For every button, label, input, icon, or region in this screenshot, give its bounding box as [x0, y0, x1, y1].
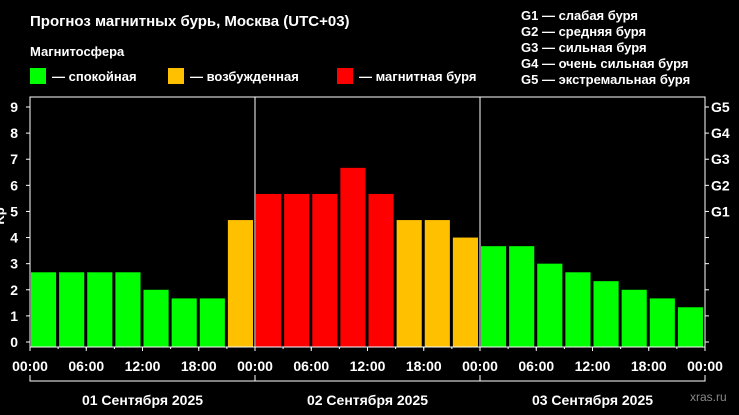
g-tick-label: G1	[711, 203, 730, 219]
x-tick-label: 18:00	[181, 358, 217, 374]
legend-item-calm: — спокойная	[30, 68, 137, 84]
g-legend-g1: G1 — слабая буря	[521, 8, 638, 23]
bar	[424, 220, 450, 347]
bar	[621, 289, 647, 347]
legend-item-storm: — магнитная буря	[337, 68, 476, 84]
bar	[565, 272, 591, 347]
y-tick-label: 7	[10, 151, 18, 167]
bar	[227, 220, 253, 347]
bar	[396, 220, 422, 347]
y-tick-label: 5	[10, 203, 18, 219]
legend-item-excited: — возбужденная	[168, 68, 299, 84]
g-legend-g4: G4 — очень сильная буря	[521, 56, 688, 71]
bar	[649, 298, 675, 347]
bar	[593, 281, 619, 347]
bar	[31, 272, 57, 347]
bar	[537, 263, 563, 347]
watermark: xras.ru	[690, 390, 727, 404]
x-tick-label: 06:00	[293, 358, 329, 374]
bar	[256, 193, 282, 347]
y-tick-label: 8	[10, 125, 18, 141]
g-legend-g5: G5 — экстремальная буря	[521, 72, 690, 87]
y-axis-label: Kp	[0, 207, 7, 224]
legend-label-excited: — возбужденная	[190, 69, 299, 84]
bar	[171, 298, 197, 347]
x-tick-label: 06:00	[518, 358, 554, 374]
legend-title: Магнитосфера	[30, 44, 125, 59]
legend-swatch-storm	[337, 68, 353, 84]
legend-swatch-calm	[30, 68, 46, 84]
bar	[59, 272, 85, 347]
chart-title: Прогноз магнитных бурь, Москва (UTC+03)	[30, 13, 350, 30]
y-tick-label: 2	[10, 282, 18, 298]
y-tick-label: 3	[10, 256, 18, 272]
bar	[452, 237, 478, 347]
bar	[340, 167, 366, 347]
bar	[143, 289, 169, 347]
x-tick-label: 18:00	[406, 358, 442, 374]
bar	[368, 193, 394, 347]
x-tick-label: 18:00	[631, 358, 667, 374]
bar	[312, 193, 338, 347]
x-tick-label: 00:00	[12, 358, 48, 374]
g-tick-label: G2	[711, 177, 730, 193]
g-tick-label: G3	[711, 151, 730, 167]
legend-label-storm: — магнитная буря	[359, 69, 476, 84]
x-tick-label: 00:00	[687, 358, 723, 374]
x-tick-label: 00:00	[237, 358, 273, 374]
plot-area: 0 1 2 3 4 5 6 7 8 9 G1 G2 G3 G4 G5 00:00 06:00 12:00 18:00…	[10, 96, 730, 408]
bar	[115, 272, 141, 347]
bar	[481, 246, 507, 347]
y-tick-label: 1	[10, 308, 18, 324]
bar	[677, 307, 703, 347]
y-tick-label: 6	[10, 177, 18, 193]
x-tick-label: 06:00	[68, 358, 104, 374]
y-tick-label: 4	[10, 230, 18, 246]
g-scale-legend: G1 — слабая буря G2 — средняя буря G3 — …	[521, 8, 690, 87]
x-tick-label: 12:00	[575, 358, 611, 374]
day-bracket	[479, 375, 706, 382]
x-tick-label: 12:00	[125, 358, 161, 374]
day-label: 01 Сентября 2025	[82, 392, 203, 408]
y-tick-label: 0	[10, 334, 18, 350]
y-tick-label: 9	[10, 99, 18, 115]
bar	[199, 298, 225, 347]
bar	[87, 272, 113, 347]
g-legend-g3: G3 — сильная буря	[521, 40, 647, 55]
legend: — спокойная — возбужденная — магнитная б…	[30, 68, 476, 84]
day-label: 02 Сентября 2025	[307, 392, 428, 408]
x-tick-label: 00:00	[462, 358, 498, 374]
bar	[509, 246, 535, 347]
g-legend-g2: G2 — средняя буря	[521, 24, 646, 39]
bar	[284, 193, 310, 347]
x-tick-label: 12:00	[350, 358, 386, 374]
day-label: 03 Сентября 2025	[532, 392, 653, 408]
legend-swatch-excited	[168, 68, 184, 84]
g-tick-label: G5	[711, 99, 730, 115]
g-tick-label: G4	[711, 125, 730, 141]
legend-label-calm: — спокойная	[52, 69, 137, 84]
